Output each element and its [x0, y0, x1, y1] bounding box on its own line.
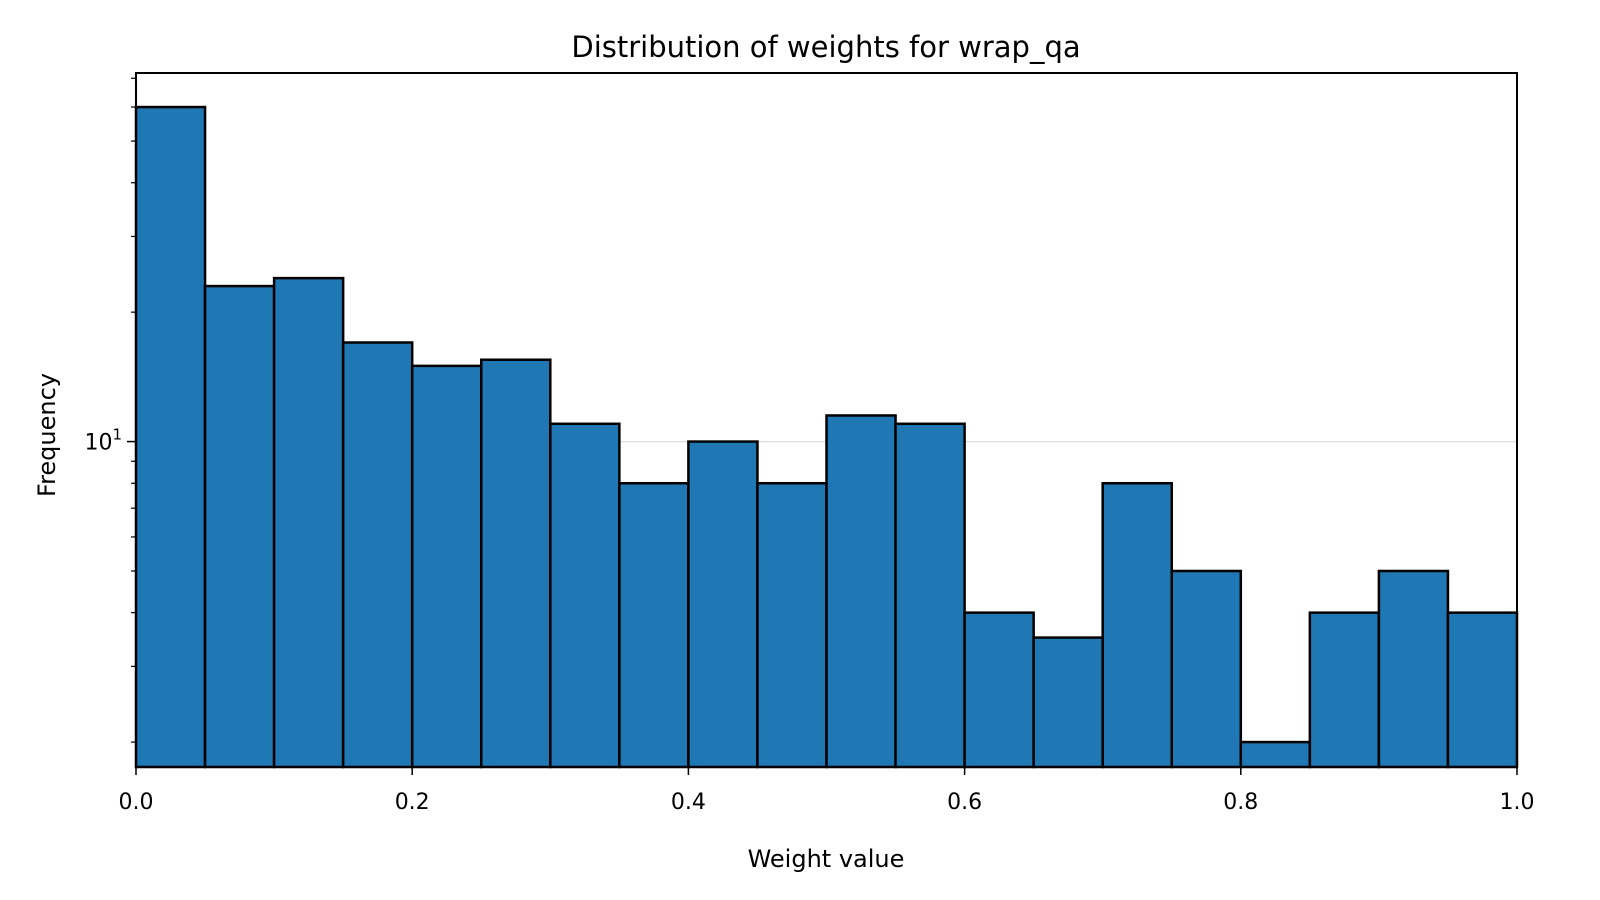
x-axis-label: Weight value — [748, 845, 905, 873]
histogram-bar — [410, 364, 483, 769]
y-axis-label: Frequency — [33, 373, 61, 497]
x-tick-label: 0.8 — [1223, 790, 1258, 815]
chart-title: Distribution of weights for wrap_qa — [571, 30, 1080, 64]
x-tick-label: 0.2 — [395, 790, 430, 815]
axes-frame — [135, 72, 1518, 768]
x-tick-label: 1.0 — [1500, 790, 1535, 815]
histogram-bar — [272, 276, 345, 769]
histogram-bar — [1101, 481, 1173, 769]
histogram-bar — [134, 105, 207, 769]
histogram-bar — [687, 440, 759, 769]
histogram-bar — [1377, 569, 1450, 769]
histogram-bar — [549, 422, 621, 769]
histogram-bar — [1446, 611, 1519, 769]
histogram-bar — [756, 481, 828, 769]
histogram-bar — [1032, 636, 1104, 769]
histogram-bar — [480, 358, 552, 769]
x-tick-label: 0.0 — [119, 790, 154, 815]
histogram-bar — [1308, 611, 1381, 769]
histogram-bar — [1170, 569, 1243, 769]
histogram-bar — [618, 481, 690, 769]
x-tick-label: 0.6 — [947, 790, 982, 815]
x-tick-label: 0.4 — [671, 790, 706, 815]
histogram-bar — [1239, 740, 1312, 769]
histogram-bar — [825, 414, 897, 769]
histogram-bar — [203, 284, 276, 769]
histogram-bar — [963, 611, 1035, 769]
histogram-bar — [341, 341, 414, 769]
plot-area: 0.0 0.2 0.4 0.6 0.8 1.0 101 — [84, 72, 1535, 815]
histogram-bar — [894, 422, 966, 769]
y-tick-label: 101 — [84, 426, 122, 456]
